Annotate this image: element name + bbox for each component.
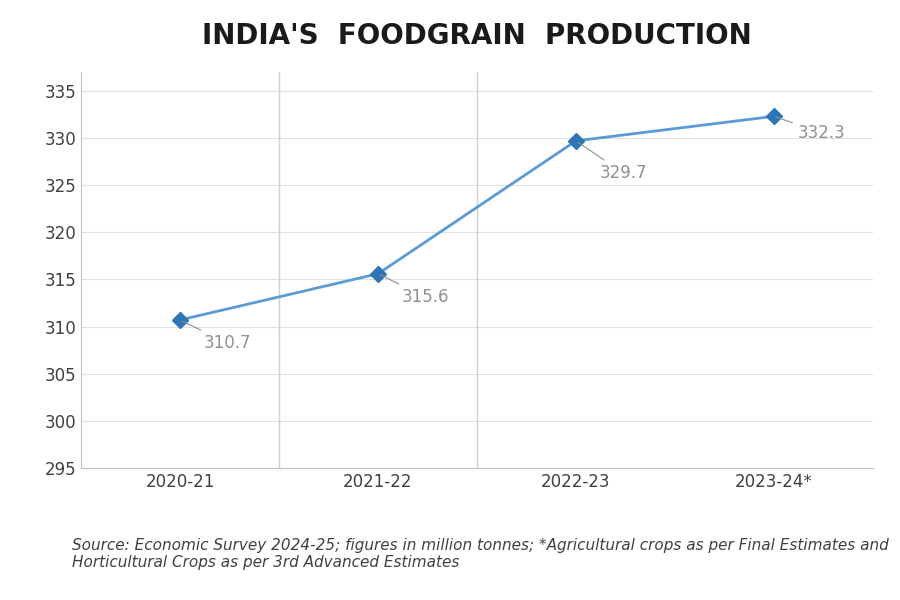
Title: INDIA'S  FOODGRAIN  PRODUCTION: INDIA'S FOODGRAIN PRODUCTION bbox=[202, 22, 752, 50]
Text: 332.3: 332.3 bbox=[777, 117, 845, 142]
Text: 329.7: 329.7 bbox=[579, 142, 647, 182]
Text: Source: Economic Survey 2024-25; figures in million tonnes; *Agricultural crops : Source: Economic Survey 2024-25; figures… bbox=[72, 538, 889, 570]
Text: 310.7: 310.7 bbox=[183, 321, 251, 352]
Text: 315.6: 315.6 bbox=[381, 275, 449, 306]
